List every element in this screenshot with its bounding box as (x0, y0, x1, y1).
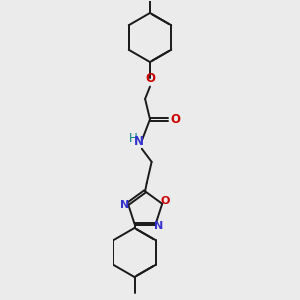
Text: O: O (170, 113, 180, 126)
Text: O: O (161, 196, 170, 206)
Text: N: N (120, 200, 129, 210)
Text: H: H (128, 133, 137, 146)
Text: N: N (134, 135, 144, 148)
Text: O: O (145, 72, 155, 85)
Text: N: N (154, 220, 164, 230)
